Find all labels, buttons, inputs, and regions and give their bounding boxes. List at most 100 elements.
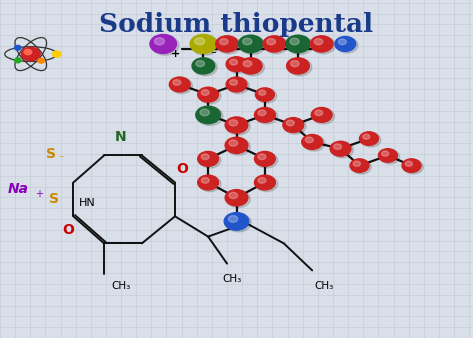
Circle shape [192, 35, 219, 55]
Circle shape [258, 177, 266, 183]
Circle shape [336, 38, 358, 53]
Circle shape [255, 88, 274, 101]
Circle shape [171, 78, 193, 94]
Circle shape [225, 137, 248, 153]
Circle shape [286, 120, 294, 126]
Circle shape [332, 142, 353, 158]
Circle shape [290, 61, 299, 67]
Circle shape [201, 90, 209, 95]
Circle shape [405, 161, 412, 166]
Circle shape [403, 160, 423, 174]
Circle shape [15, 58, 21, 63]
Text: +: + [35, 189, 43, 199]
Text: O: O [62, 223, 75, 237]
Circle shape [363, 134, 370, 139]
Circle shape [216, 36, 238, 52]
Circle shape [192, 58, 215, 74]
Circle shape [195, 38, 205, 45]
Text: S: S [46, 147, 56, 161]
Circle shape [198, 87, 219, 102]
Circle shape [353, 161, 360, 166]
Circle shape [402, 159, 421, 172]
Circle shape [311, 107, 332, 122]
Circle shape [24, 49, 32, 55]
Circle shape [224, 213, 249, 230]
Circle shape [226, 57, 247, 72]
Text: ⁻: ⁻ [58, 154, 63, 165]
Circle shape [53, 51, 61, 57]
Circle shape [151, 35, 179, 55]
Circle shape [351, 160, 371, 174]
Circle shape [303, 136, 325, 151]
Circle shape [287, 58, 309, 74]
Circle shape [219, 39, 228, 45]
Circle shape [228, 58, 249, 73]
Text: +: + [170, 49, 180, 59]
Circle shape [283, 118, 304, 132]
Circle shape [226, 214, 251, 232]
Circle shape [241, 59, 264, 76]
Circle shape [199, 152, 221, 168]
Circle shape [201, 154, 209, 160]
Text: CH₃: CH₃ [111, 281, 130, 291]
Circle shape [335, 37, 356, 51]
Circle shape [286, 35, 310, 53]
Circle shape [173, 79, 181, 85]
Circle shape [361, 133, 381, 147]
Circle shape [254, 151, 275, 166]
Circle shape [314, 39, 323, 45]
Text: CH₃: CH₃ [222, 274, 241, 284]
Text: O: O [176, 162, 188, 176]
Circle shape [315, 110, 323, 116]
Text: ⁻: ⁻ [210, 50, 216, 60]
Circle shape [229, 140, 237, 146]
Circle shape [155, 38, 165, 45]
Circle shape [254, 175, 275, 190]
Circle shape [287, 36, 313, 54]
Circle shape [15, 45, 21, 50]
Circle shape [359, 132, 378, 145]
Circle shape [380, 150, 400, 164]
Circle shape [196, 61, 204, 67]
Circle shape [338, 39, 346, 45]
Circle shape [330, 141, 351, 156]
Circle shape [256, 108, 278, 124]
Circle shape [169, 77, 190, 92]
Circle shape [257, 89, 277, 103]
Text: Sodium thiopental: Sodium thiopental [99, 12, 374, 37]
Circle shape [201, 177, 209, 183]
Circle shape [199, 88, 221, 104]
Circle shape [243, 38, 252, 45]
Circle shape [256, 152, 278, 168]
Circle shape [312, 37, 335, 54]
Circle shape [290, 38, 299, 45]
Circle shape [200, 109, 210, 116]
Text: Na: Na [8, 182, 28, 196]
Circle shape [217, 37, 241, 54]
Circle shape [284, 119, 306, 134]
Circle shape [198, 151, 219, 166]
Circle shape [227, 191, 250, 208]
Circle shape [258, 154, 266, 160]
Circle shape [238, 35, 263, 53]
Circle shape [305, 137, 313, 143]
Circle shape [227, 138, 250, 155]
Circle shape [228, 216, 238, 222]
Circle shape [240, 36, 265, 54]
Circle shape [313, 108, 334, 124]
Circle shape [243, 61, 252, 67]
Circle shape [229, 59, 237, 65]
Circle shape [288, 59, 312, 76]
Circle shape [38, 58, 44, 63]
Text: S: S [49, 192, 60, 207]
Circle shape [190, 34, 217, 53]
Circle shape [225, 117, 248, 133]
Circle shape [229, 192, 237, 198]
Circle shape [254, 107, 275, 122]
Circle shape [382, 151, 389, 156]
Circle shape [302, 135, 323, 149]
Circle shape [259, 90, 266, 95]
Circle shape [21, 47, 40, 61]
Circle shape [150, 34, 176, 53]
Circle shape [256, 176, 278, 192]
